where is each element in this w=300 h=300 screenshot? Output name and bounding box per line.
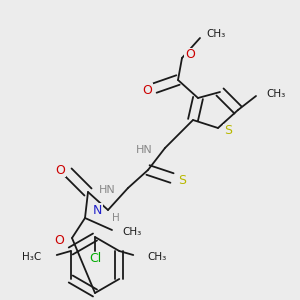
- Text: S: S: [178, 173, 186, 187]
- Text: CH₃: CH₃: [147, 252, 167, 262]
- Text: O: O: [142, 83, 152, 97]
- Text: O: O: [54, 233, 64, 247]
- Text: O: O: [185, 49, 195, 62]
- Text: CH₃: CH₃: [122, 227, 141, 237]
- Text: S: S: [224, 124, 232, 137]
- Text: HN: HN: [99, 185, 116, 195]
- Text: CH₃: CH₃: [206, 29, 225, 39]
- Text: H₃C: H₃C: [22, 252, 41, 262]
- Text: Cl: Cl: [89, 253, 101, 266]
- Text: HN: HN: [136, 145, 153, 155]
- Text: N: N: [93, 203, 102, 217]
- Text: CH₃: CH₃: [266, 89, 285, 99]
- Text: H: H: [112, 213, 120, 223]
- Text: O: O: [55, 164, 65, 176]
